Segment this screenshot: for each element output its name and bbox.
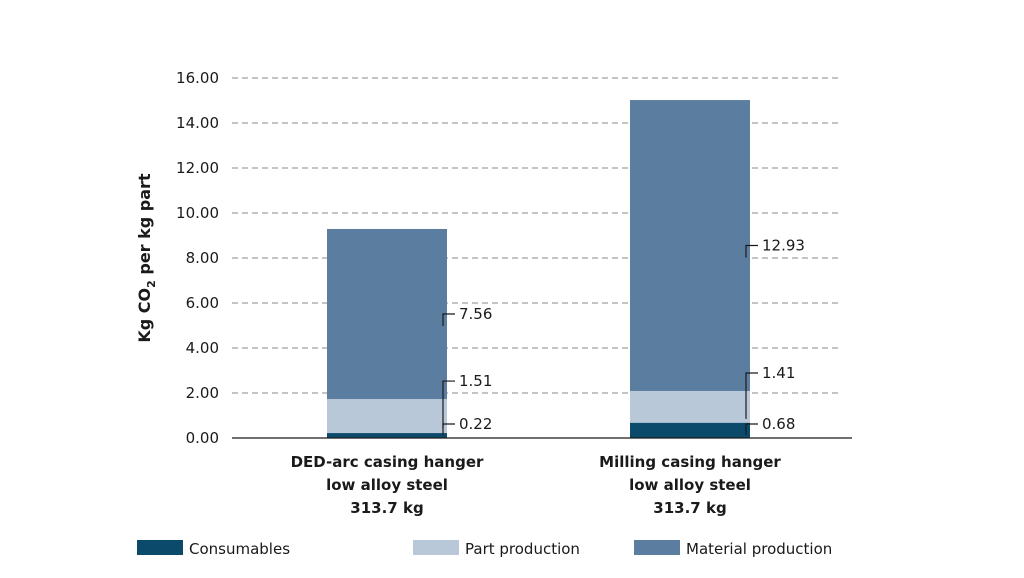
category-labels: DED-arc casing hanger low alloy steel 313.… [291,453,782,517]
data-label: 7.56 [459,305,492,323]
y-axis-label-prefix: Kg CO [135,288,154,343]
y-tick-label: 4.00 [186,339,219,357]
data-label: 1.41 [762,364,795,382]
legend-swatch [413,540,459,555]
bars [327,100,750,438]
y-tick-label: 14.00 [176,114,219,132]
bar-segment-part-production [630,390,750,423]
bar-segment-consumables [630,422,750,438]
label-leader [745,372,758,419]
category-label: 313.7 kg [350,499,423,517]
y-axis-label-subscript: 2 [145,280,158,288]
data-label: 1.51 [459,372,492,390]
y-tick-label: 8.00 [186,249,219,267]
label-leader [745,244,758,258]
y-axis-label: Kg CO2 per kg part [135,173,158,343]
legend-item-part-production: Part production [413,540,580,558]
data-label: 12.93 [762,237,805,255]
category-label: low alloy steel [326,476,448,494]
category-label: DED-arc casing hanger [291,453,484,471]
y-tick-label: 10.00 [176,204,219,222]
label-leader [442,380,455,429]
category-label: low alloy steel [629,476,751,494]
data-label: 0.68 [762,415,795,433]
bar-segment-consumables [327,433,447,438]
category-label: 313.7 kg [653,499,726,517]
bar-segment-part-production [327,399,447,434]
legend-swatch [634,540,680,555]
label-leader [442,313,455,327]
legend: Consumables Part production Material produ… [137,540,832,558]
bar-segment-material-production [327,228,447,400]
bar-segment-material-production [630,100,750,391]
legend-label: Consumables [189,540,290,558]
legend-item-material-production: Material production [634,540,832,558]
data-labels: 0.22 1.51 7.56 0.68 1.41 12.93 [442,237,805,435]
legend-label: Material production [686,540,832,558]
label-leader [745,423,758,435]
y-tick-label: 12.00 [176,159,219,177]
y-axis-label-suffix: per kg part [135,173,154,280]
y-tick-label: 0.00 [186,429,219,447]
data-label: 0.22 [459,415,492,433]
y-axis-ticks: 0.00 2.00 4.00 6.00 8.00 10.00 12.00 14.00 16.00 [176,69,219,447]
legend-label: Part production [465,540,580,558]
legend-swatch [137,540,183,555]
y-tick-label: 6.00 [186,294,219,312]
y-tick-label: 2.00 [186,384,219,402]
category-label: Milling casing hanger [599,453,781,471]
grid-lines [232,77,842,394]
legend-item-consumables: Consumables [137,540,290,558]
y-tick-label: 16.00 [176,69,219,87]
